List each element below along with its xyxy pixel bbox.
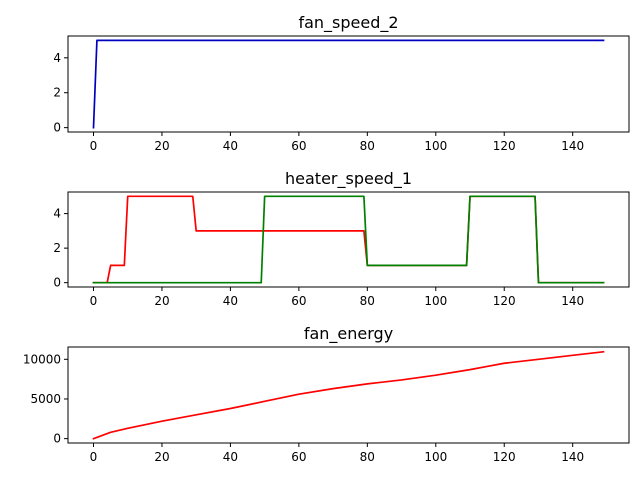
x-tick-label: 20 <box>154 450 169 464</box>
x-tick-label: 120 <box>493 450 516 464</box>
subplot-title: fan_speed_2 <box>298 13 398 33</box>
y-tick-label: 5000 <box>30 392 61 406</box>
series-line-2 <box>92 195 605 284</box>
series-line-1 <box>92 350 605 440</box>
y-tick-label: 4 <box>53 51 61 65</box>
subplot-heater-speed-1: heater_speed_1 0 20 40 60 80 100 120 140 0 2 4 <box>53 169 630 308</box>
y-tick-label: 2 <box>53 86 61 100</box>
subplot-fan-speed-2: fan_speed_2 0 20 40 60 80 100 120 140 0 2 4 <box>53 13 630 153</box>
x-tick-label: 60 <box>291 450 306 464</box>
x-tick-label: 60 <box>291 139 306 153</box>
axes-frame <box>67 346 630 444</box>
y-tick-label: 0 <box>53 276 61 290</box>
x-tick-label: 120 <box>493 294 516 308</box>
series-line-1 <box>92 39 605 129</box>
axes-frame <box>67 35 630 133</box>
x-tick-label: 40 <box>223 139 238 153</box>
x-tick-label: 120 <box>493 139 516 153</box>
x-tick-label: 60 <box>291 294 306 308</box>
y-tick-label: 10000 <box>23 352 61 366</box>
x-tick-label: 140 <box>561 139 584 153</box>
x-tick-label: 20 <box>154 294 169 308</box>
x-tick-label: 100 <box>424 450 447 464</box>
x-tick-label: 80 <box>360 450 375 464</box>
x-tick-label: 80 <box>360 294 375 308</box>
x-tick-label: 140 <box>561 294 584 308</box>
axes-frame <box>67 191 630 288</box>
x-tick-label: 40 <box>223 294 238 308</box>
y-tick-label: 0 <box>53 432 61 446</box>
x-tick-label: 0 <box>90 450 98 464</box>
x-tick-label: 100 <box>424 294 447 308</box>
y-tick-label: 4 <box>53 207 61 221</box>
x-tick-label: 140 <box>561 450 584 464</box>
x-tick-label: 0 <box>90 294 98 308</box>
x-tick-label: 20 <box>154 139 169 153</box>
subplot-title: heater_speed_1 <box>285 169 412 189</box>
subplot-title: fan_energy <box>304 324 393 344</box>
x-tick-label: 80 <box>360 139 375 153</box>
x-tick-label: 0 <box>90 139 98 153</box>
x-tick-label: 40 <box>223 450 238 464</box>
y-tick-label: 0 <box>53 121 61 135</box>
x-tick-label: 100 <box>424 139 447 153</box>
subplot-fan-energy: fan_energy 0 20 40 60 80 100 120 140 0 5000 10000 <box>23 324 630 464</box>
y-tick-label: 2 <box>53 241 61 255</box>
